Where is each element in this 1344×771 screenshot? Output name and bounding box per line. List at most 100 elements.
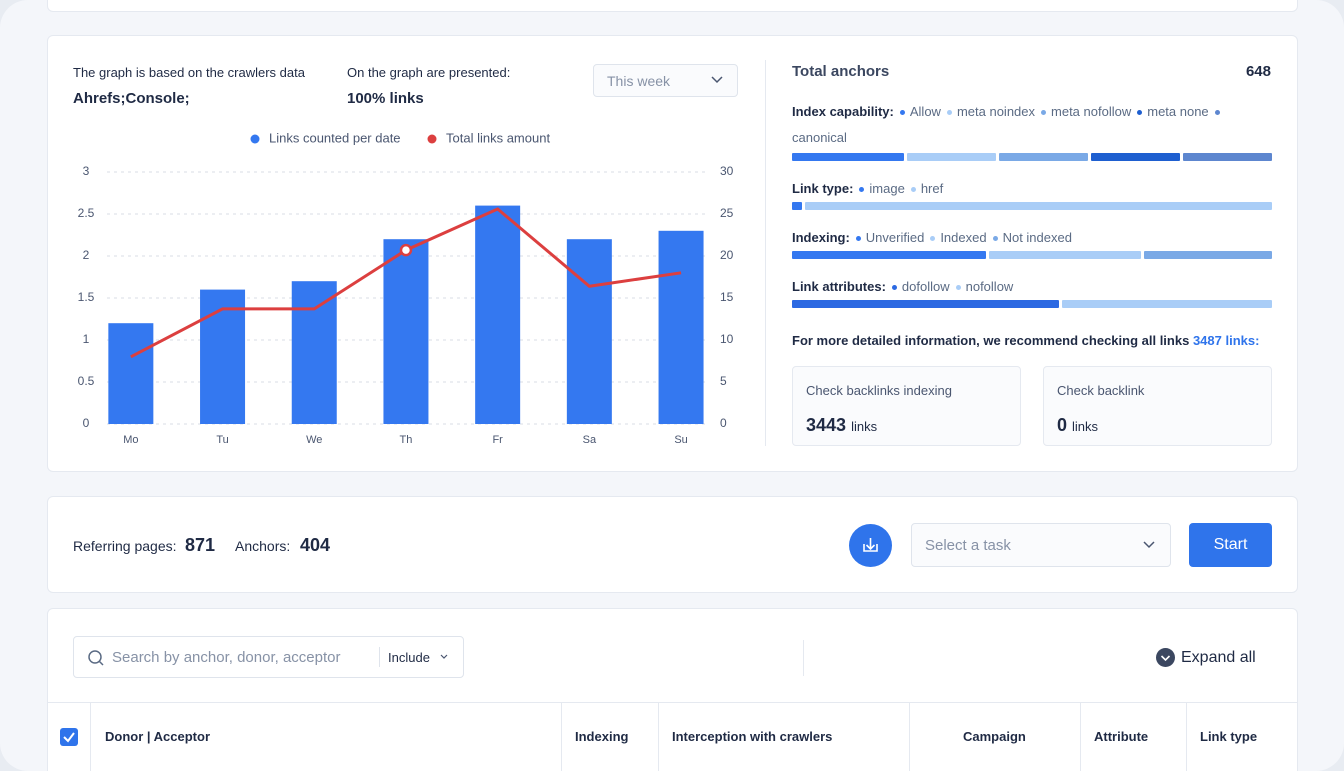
x-tick-label: Th [400,434,413,446]
legend-label: dofollow [901,279,950,294]
bar [383,239,429,424]
legend-item: Allow [899,104,941,119]
anchor-group: Indexing: Unverified Indexed Not indexed [792,225,1272,251]
separator [379,647,380,667]
legend-label: meta none [1147,104,1209,119]
y-tick-label: 1.5 [78,290,95,304]
legend-item: canonical [792,104,1225,145]
task-select[interactable]: Select a task [911,523,1171,567]
legend-item: Indexed [930,230,987,245]
column-header: Campaign [963,729,1026,744]
checkbox[interactable] [60,728,78,746]
share-bar [792,251,1273,259]
presented-label: On the graph are presented: [347,65,511,80]
bar [566,239,612,424]
legend-item: image [859,181,905,196]
column-separator [561,703,562,771]
column-header: Indexing [575,729,629,744]
y-tick-label: 0 [83,416,90,430]
x-tick-label: Su [674,434,687,446]
filter[interactable]: Include [388,650,430,665]
share-segment [792,153,905,161]
y-tick-label: 1 [83,332,90,346]
anchor-group: Link attributes: dofollow nofollow [792,274,1272,300]
check-title: Check backlinks indexing [806,383,952,398]
check-unit: links [851,419,878,434]
legend-dot [427,134,437,144]
legend-dot [1214,110,1220,116]
download-button[interactable] [849,524,892,567]
column-separator [658,703,659,771]
legend-item: nofollow [955,279,1013,294]
check-value: 3443 links [806,415,877,436]
column-separator [1186,703,1187,771]
anchors-label: Anchors: [235,538,291,554]
legend-item: Not indexed [992,230,1072,245]
header-line [48,702,1297,703]
period-select[interactable]: This week [593,64,738,97]
legend-dot [1041,110,1047,116]
bar [291,281,337,424]
search-box[interactable]: Search by anchor, donor, acceptor Includ… [73,636,464,678]
share-bar [792,300,1272,308]
group-label: Indexing: [792,230,850,245]
y2-tick-label: 0 [720,416,727,430]
group-label: Index capability: [792,104,894,119]
legend-item: href [910,181,943,196]
x-tick-label: Fr [492,434,503,446]
bar [475,205,521,424]
y2-tick-label: 10 [720,332,734,346]
legend-dot [910,187,916,193]
check-number: 0 [1057,415,1068,435]
legend-dot [1137,110,1143,116]
column-separator [909,703,910,771]
anchors-total: 648 [1245,63,1271,80]
y2-tick-label: 30 [720,164,734,178]
share-bar [792,153,1272,161]
anchors-title: Total anchors [792,63,890,80]
legend-item: meta none [1137,104,1209,119]
share-segment [989,251,1142,259]
crawlers-label: The graph is based on the crawlers data [73,65,305,80]
legend-dot [992,236,998,242]
referring-label: Referring pages: [73,538,177,554]
presented-value: 100% links [347,90,424,107]
group-label: Link attributes: [792,279,886,294]
task-placeholder: Select a task [925,537,1011,554]
check-unit: links [1072,419,1099,434]
anchor-group: Link type: image href [792,176,1272,202]
top-card [47,0,1298,12]
column-header: Interception with crawlers [672,729,833,744]
start-button[interactable]: Start [1189,523,1272,567]
y2-tick-label: 5 [720,374,727,388]
legend-label: meta noindex [956,104,1036,119]
crawlers-value: Ahrefs;Console; [73,90,190,107]
x-tick-label: Tu [216,434,228,446]
table-card [47,608,1298,771]
share-segment [792,202,802,210]
note-text: For more detailed information, we recomm… [792,333,1190,348]
legend-dot [899,110,905,116]
share-segment [1062,300,1272,308]
note-link[interactable]: 3487 links: [1192,333,1260,348]
check-card[interactable]: Check backlink 0 links [1043,366,1272,446]
legend-item: meta noindex [946,104,1036,119]
legend-label: meta nofollow [1051,104,1132,119]
check-number: 3443 [806,415,847,435]
legend-item: meta nofollow [1041,104,1131,119]
legend-dot [955,285,961,291]
chevron [1143,541,1155,549]
divider [765,60,766,446]
expand-all[interactable]: Expand all [1181,649,1256,666]
column-header: Donor | Acceptor [105,729,210,744]
check-card[interactable]: Check backlinks indexing 3443 links [792,366,1021,446]
period-value: This week [607,73,671,89]
legend-dot [250,134,260,144]
legend-label: Indexed [940,230,987,245]
share-segment [907,153,997,161]
bar [200,289,246,424]
y-tick-label: 2.5 [78,206,95,220]
line-marker [399,243,413,257]
column-separator [1080,703,1081,771]
bar [108,323,154,424]
